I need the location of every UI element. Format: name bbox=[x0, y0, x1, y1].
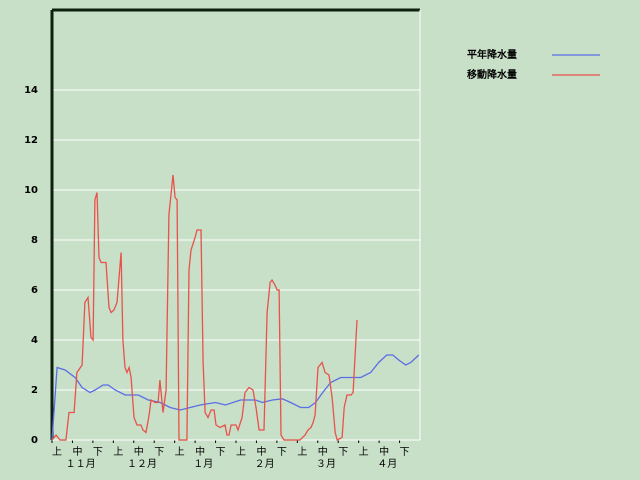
x-tick-label: 中 bbox=[379, 445, 389, 458]
month-label: １１月 bbox=[66, 458, 96, 470]
y-tick-label: 10 bbox=[24, 185, 38, 196]
month-label: １月 bbox=[193, 458, 213, 470]
y-tick-label: 0 bbox=[31, 435, 38, 446]
x-tick-label: 下 bbox=[93, 447, 103, 458]
month-label: １２月 bbox=[127, 458, 157, 470]
y-tick-label: 8 bbox=[31, 235, 38, 246]
x-tick-label: 中 bbox=[256, 445, 266, 458]
legend-label: 平年降水量 bbox=[467, 48, 517, 61]
x-tick-label: 下 bbox=[400, 447, 410, 458]
series-line bbox=[51, 174, 358, 441]
y-tick-label: 6 bbox=[31, 285, 38, 296]
x-tick-label: 中 bbox=[72, 445, 82, 458]
x-tick-label: 上 bbox=[52, 446, 62, 458]
x-tick-label: 下 bbox=[338, 447, 348, 458]
x-tick-label: 上 bbox=[175, 446, 185, 458]
x-tick-label: 中 bbox=[195, 445, 205, 458]
x-tick-label: 上 bbox=[297, 446, 307, 458]
x-tick-label: 中 bbox=[134, 445, 144, 458]
legend-label: 移動降水量 bbox=[467, 68, 517, 81]
x-tick-label: 中 bbox=[318, 445, 328, 458]
x-tick-label: 上 bbox=[359, 446, 369, 458]
y-tick-label: 2 bbox=[31, 385, 38, 396]
x-tick-label: 上 bbox=[236, 446, 246, 458]
x-tick-label: 下 bbox=[154, 447, 164, 458]
x-tick-label: 下 bbox=[216, 447, 226, 458]
y-tick-label: 12 bbox=[24, 135, 38, 146]
x-tick-label: 上 bbox=[113, 446, 123, 458]
y-tick-label: 14 bbox=[24, 85, 38, 96]
x-tick-label: 下 bbox=[277, 447, 287, 458]
series-line bbox=[51, 354, 420, 441]
month-label: ３月 bbox=[316, 458, 336, 470]
y-tick-label: 4 bbox=[31, 335, 38, 346]
month-label: ４月 bbox=[377, 458, 397, 470]
month-label: ２月 bbox=[255, 458, 275, 470]
